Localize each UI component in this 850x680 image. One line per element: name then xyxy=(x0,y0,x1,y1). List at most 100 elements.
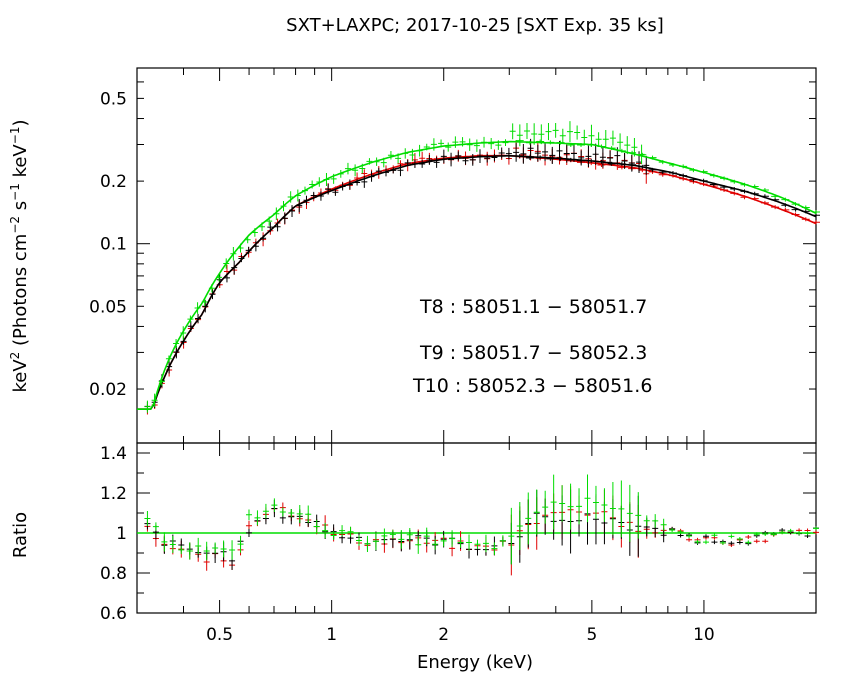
data-point-t10 xyxy=(445,142,452,152)
ratio-point-t10 xyxy=(220,540,227,558)
ratio-point-t10 xyxy=(550,474,557,530)
bottom-y-tick-label: 1.2 xyxy=(100,484,127,504)
laxpc-point-t10 xyxy=(556,140,565,145)
data-point-t10 xyxy=(287,191,294,203)
data-point-t10 xyxy=(187,315,194,323)
laxpc-point-t10 xyxy=(587,142,596,147)
data-point-t8 xyxy=(296,199,303,213)
ratio-point-t8 xyxy=(711,540,718,545)
ratio-point-t10 xyxy=(762,531,769,536)
x-tick-label: 1 xyxy=(326,625,337,645)
data-point-t10 xyxy=(574,125,581,140)
data-point-t8 xyxy=(578,150,585,166)
ratio-point-t10 xyxy=(576,488,583,525)
model-curve-t8 xyxy=(137,155,817,411)
laxpc-point-t9 xyxy=(750,196,759,201)
data-point-t10 xyxy=(531,123,538,145)
data-point-t8 xyxy=(383,168,390,177)
bottom-panel-ticks: 0.6 0.8 1 1.2 1.4 xyxy=(100,444,816,624)
ratio-point-t10 xyxy=(736,537,743,542)
legend: T8 : 58051.1 − 58051.7 T9 : 58051.7 − 58… xyxy=(412,296,652,397)
data-point-t10 xyxy=(617,133,624,152)
laxpc-point-t10 xyxy=(730,179,739,184)
data-point-t10 xyxy=(595,132,602,147)
ratio-point-t9 xyxy=(686,537,693,542)
ratio-point-t10 xyxy=(753,532,760,537)
laxpc-point-t8 xyxy=(679,173,688,178)
ratio-point-t10 xyxy=(728,534,735,539)
laxpc-point-t9 xyxy=(760,200,769,205)
data-point-t8 xyxy=(607,150,614,166)
data-point-t10 xyxy=(602,130,609,149)
ratio-point-t10 xyxy=(254,510,261,526)
data-point-t10 xyxy=(294,189,301,202)
data-point-t10 xyxy=(523,122,530,139)
data-point-t10 xyxy=(216,273,223,282)
data-point-t8 xyxy=(238,254,245,263)
ratio-point-t10 xyxy=(686,533,693,538)
data-point-t10 xyxy=(344,162,351,175)
laxpc-point-t9 xyxy=(801,217,810,222)
laxpc-point-t8 xyxy=(709,182,718,187)
ratio-point-t10 xyxy=(466,534,473,551)
data-point-t10 xyxy=(180,326,187,340)
legend-entry-t8: T8 : 58051.1 − 58051.7 xyxy=(419,296,647,318)
data-point-t10 xyxy=(373,157,380,166)
data-point-t8 xyxy=(354,179,361,186)
data-point-t10 xyxy=(509,123,516,140)
ratio-point-t10 xyxy=(787,528,794,533)
data-point-t8 xyxy=(216,273,223,286)
ylabel-part-h: −1 xyxy=(8,127,22,145)
laxpc-point-t10 xyxy=(812,210,820,215)
top-y-tick-label: 0.05 xyxy=(89,297,127,317)
data-point-t8 xyxy=(274,222,281,232)
laxpc-point-t10 xyxy=(709,173,718,178)
laxpc-point-t9 xyxy=(699,182,708,187)
data-point-t10 xyxy=(237,243,244,253)
data-point-t8 xyxy=(245,246,252,255)
laxpc-point-t10 xyxy=(546,140,555,145)
ratio-point-t10 xyxy=(804,531,811,536)
data-point-t10 xyxy=(151,393,158,407)
data-point-t8 xyxy=(585,145,592,168)
ratio-point-t10 xyxy=(618,480,625,538)
data-point-t8 xyxy=(325,183,332,195)
data-point-t8 xyxy=(455,151,462,161)
laxpc-point-t8 xyxy=(638,164,647,169)
data-point-t8 xyxy=(303,195,310,205)
data-point-t10 xyxy=(430,138,437,151)
laxpc-point-t10 xyxy=(566,142,575,147)
data-point-t10 xyxy=(473,139,480,152)
ratio-point-t8 xyxy=(245,528,252,538)
top-panel-data xyxy=(137,121,820,415)
laxpc-point-t8 xyxy=(720,185,729,190)
data-point-t10 xyxy=(559,128,566,143)
data-point-t10 xyxy=(488,138,495,150)
ratio-point-t8 xyxy=(677,533,684,538)
data-point-t10 xyxy=(251,228,258,237)
data-point-t8 xyxy=(498,147,505,159)
laxpc-point-t8 xyxy=(587,158,596,163)
ratio-point-t10 xyxy=(559,485,566,522)
laxpc-point-t10 xyxy=(617,148,626,153)
data-point-t8 xyxy=(209,289,216,300)
ratio-point-t10 xyxy=(262,503,269,519)
ratio-point-t10 xyxy=(178,545,185,555)
ylabel-part-c: (Photons cm xyxy=(10,234,31,352)
ratio-point-t10 xyxy=(245,509,252,521)
ratio-point-t10 xyxy=(533,489,540,535)
data-point-t8 xyxy=(592,143,599,165)
data-point-t10 xyxy=(466,138,473,151)
x-tick-label: 10 xyxy=(693,625,715,645)
ratio-point-t10 xyxy=(432,538,439,550)
bottom-y-tick-label: 1.4 xyxy=(100,444,127,464)
ratio-point-t10 xyxy=(288,508,295,518)
data-point-t10 xyxy=(173,339,180,348)
data-point-t8 xyxy=(513,143,520,162)
data-point-t8 xyxy=(643,155,650,175)
laxpc-point-t10 xyxy=(720,176,729,181)
ratio-point-t10 xyxy=(711,533,718,538)
data-point-t8 xyxy=(426,154,433,165)
data-point-t8 xyxy=(411,159,418,168)
data-point-t10 xyxy=(581,129,588,146)
